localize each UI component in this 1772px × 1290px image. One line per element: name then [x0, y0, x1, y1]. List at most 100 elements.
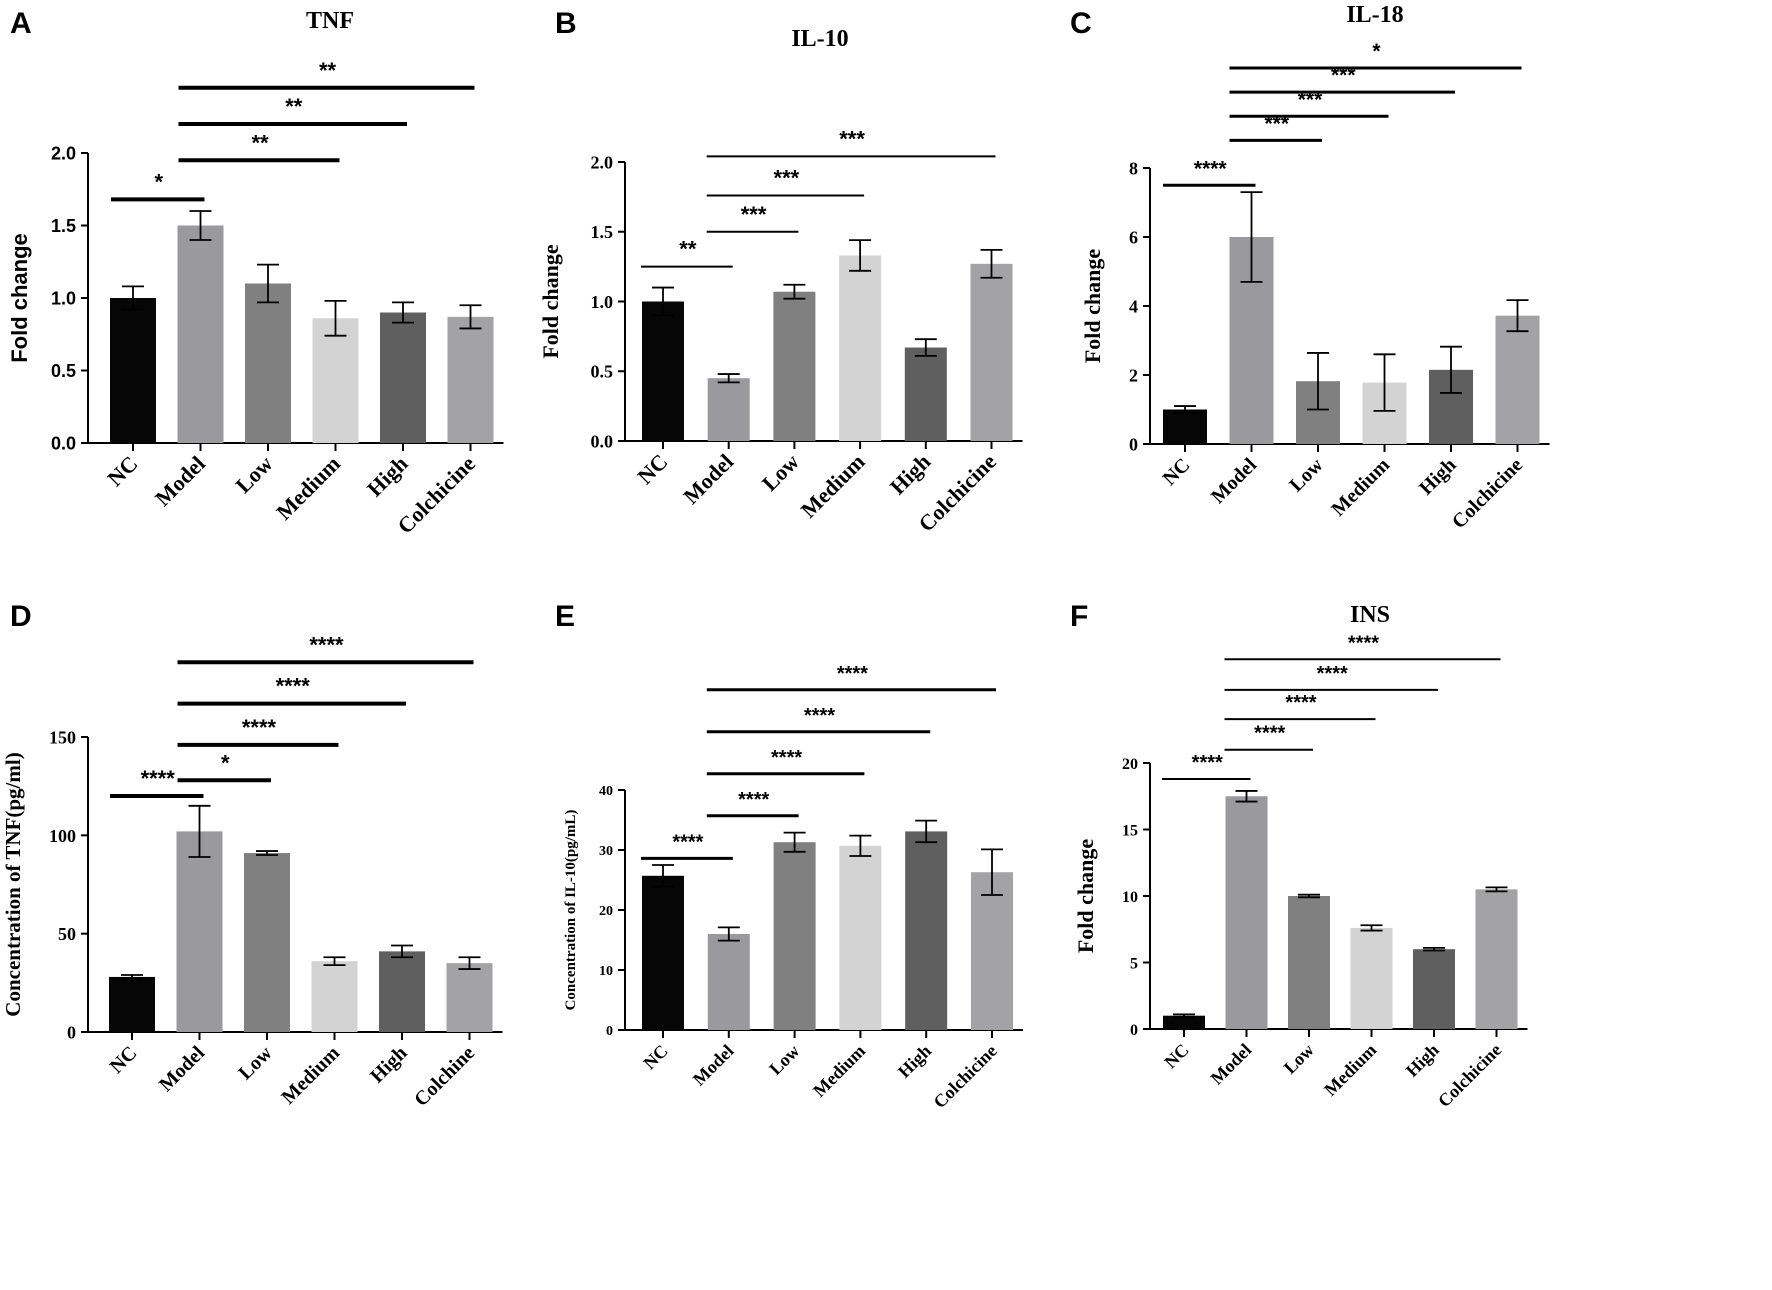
y-tick-label: 2.0 [591, 152, 614, 172]
significance-label: * [154, 169, 163, 194]
y-tick-label: 1.0 [51, 288, 76, 308]
significance-label: *** [1264, 112, 1289, 135]
y-tick-label: 10 [1122, 889, 1138, 906]
bar-nc [1163, 1015, 1205, 1029]
significance-label: **** [1194, 157, 1228, 180]
significance-label: **** [771, 747, 802, 769]
significance-label: ** [679, 237, 697, 262]
bar-high [379, 951, 425, 1032]
x-tick-label-colchine: Colchine [410, 1042, 479, 1111]
y-axis-label: Fold change [538, 244, 563, 359]
chart-panel-e: E 0 10 20 30 40 Concentration of IL-10(pg/mL) N… [555, 600, 1023, 1112]
y-axis-label: Fold change [7, 233, 32, 363]
y-tick-label: 2 [1129, 365, 1138, 385]
x-tick-label-nc: NC [102, 451, 142, 491]
y-tick-label: 4 [1129, 296, 1138, 316]
bar-colchicine [447, 316, 494, 443]
panel-label: C [1070, 7, 1092, 40]
y-tick-label: 8 [1129, 158, 1138, 178]
significance-label: **** [1317, 663, 1348, 685]
y-tick-label: 1.5 [591, 222, 614, 242]
y-tick-label: 10 [599, 964, 613, 979]
bar-low [773, 842, 816, 1030]
bar-low [244, 853, 290, 1032]
y-axis-label: Fold change [1080, 249, 1105, 364]
y-axis-label: Concentration of IL-10(pg/mL) [563, 810, 579, 1011]
x-tick-label-low: Low [757, 449, 804, 496]
bar-nc [642, 875, 684, 1030]
y-tick-label: 0.5 [591, 362, 614, 382]
y-tick-label: 1.0 [591, 292, 614, 312]
bar-nc [1163, 409, 1207, 444]
bar-high [1413, 949, 1455, 1029]
x-tick-label-colchicine: Colchicine [1434, 1040, 1505, 1111]
significance-label: * [1372, 40, 1381, 63]
significance-label: *** [1298, 88, 1323, 111]
panel-label: F [1070, 600, 1088, 633]
significance-label: **** [1348, 632, 1379, 654]
y-tick-label: 0.5 [51, 361, 76, 381]
significance-label: ** [319, 58, 337, 83]
x-tick-label-model: Model [1207, 1040, 1256, 1089]
y-tick-label: 2.0 [51, 143, 76, 163]
x-tick-label-nc: NC [1160, 1040, 1193, 1073]
x-tick-label-medium: Medium [1327, 454, 1394, 521]
significance-label: **** [1192, 752, 1223, 774]
bar-colchicine [1475, 889, 1518, 1029]
bar-colchicine [970, 263, 1013, 441]
x-tick-label-high: High [366, 1042, 411, 1087]
bar-model [176, 831, 223, 1032]
bar-nc [642, 301, 684, 441]
x-tick-label-medium: Medium [1320, 1040, 1380, 1100]
panel-label: B [555, 7, 577, 40]
significance-label: *** [1331, 64, 1356, 87]
x-tick-label-low: Low [234, 1042, 277, 1085]
x-tick-label-model: Model [155, 1042, 209, 1096]
x-tick-label-high: High [362, 451, 413, 502]
bar-model [177, 225, 224, 443]
y-tick-label: 0 [1129, 434, 1138, 454]
y-tick-label: 150 [49, 727, 76, 747]
chart-panel-f: F INS 0 5 10 15 20 Fold change NC Model Low Medium H… [1070, 600, 1528, 1111]
chart-panel-d: D 0 50 100 150 Concentration of TNF(pg/ml) NC M… [1, 600, 503, 1111]
bar-high [904, 347, 947, 441]
y-axis-label: Concentration of TNF(pg/ml) [1, 752, 25, 1016]
x-tick-label-low: Low [1280, 1040, 1318, 1078]
y-tick-label: 0.0 [591, 431, 614, 451]
significance-label: **** [141, 766, 176, 791]
x-tick-label-high: High [1415, 454, 1460, 499]
chart-panel-a: A TNF 0.0 0.5 1.0 1.5 2.0 Fold change NC Model Low… [7, 7, 504, 539]
significance-label: *** [839, 126, 865, 151]
y-tick-label: 100 [49, 826, 76, 846]
bar-colchicine [971, 872, 1013, 1030]
y-axis-label: Fold change [1073, 839, 1098, 954]
y-tick-label: 40 [599, 784, 613, 799]
bar-model [707, 934, 750, 1030]
y-tick-label: 20 [599, 904, 613, 919]
bar-nc [109, 976, 155, 1032]
y-tick-label: 1.5 [51, 216, 76, 236]
bar-nc [110, 298, 156, 443]
bar-medium [839, 845, 882, 1030]
panel-label: E [555, 600, 575, 633]
chart-panel-b: B IL-10 0.0 0.5 1.0 1.5 2.0 Fold change NC Model L… [538, 7, 1023, 537]
panel-label: D [10, 600, 32, 633]
y-tick-label: 6 [1129, 227, 1138, 247]
bar-medium [312, 318, 359, 443]
chart-title: INS [1350, 602, 1390, 628]
significance-label: * [221, 750, 230, 775]
bar-low [245, 283, 291, 443]
x-tick-label-high: High [894, 1041, 935, 1082]
x-tick-label-model: Model [1207, 454, 1261, 508]
x-tick-label-colchicine: Colchicine [1448, 454, 1527, 533]
x-tick-label-medium: Medium [277, 1042, 344, 1109]
significance-label: ** [285, 94, 303, 119]
x-tick-label-nc: NC [639, 1041, 672, 1074]
bar-colchine [446, 963, 493, 1032]
y-tick-label: 0 [606, 1024, 613, 1039]
significance-label: *** [774, 165, 800, 190]
x-tick-label-model: Model [689, 1041, 738, 1090]
significance-label: **** [309, 632, 344, 657]
significance-label: **** [276, 674, 311, 699]
